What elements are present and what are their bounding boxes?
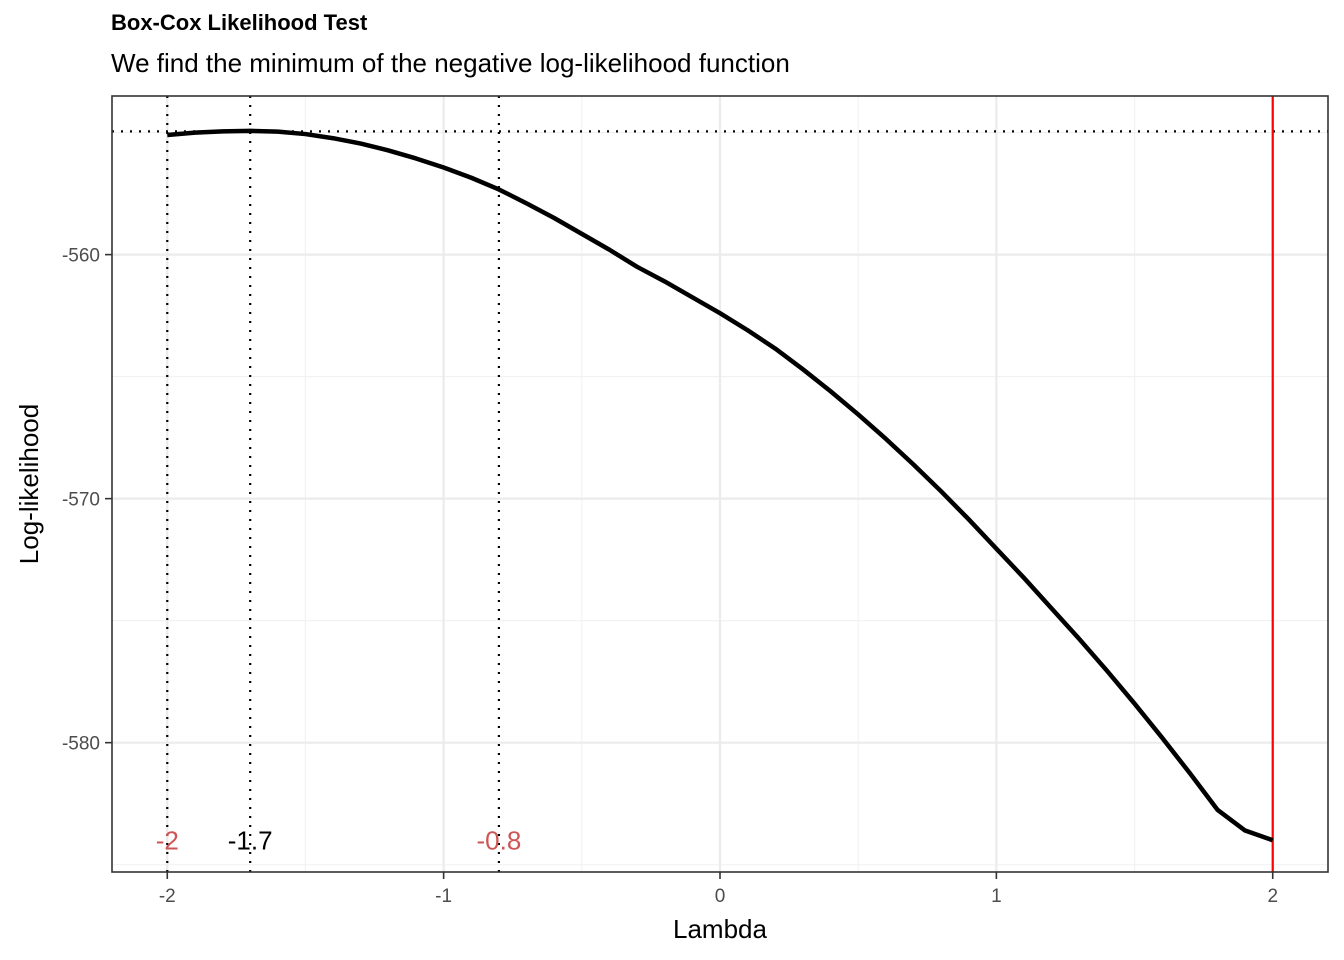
chart-title: Box-Cox Likelihood Test: [111, 10, 368, 35]
y-tick-label: -580: [62, 734, 100, 755]
y-tick-label: -560: [62, 246, 100, 267]
lambda-annotation-label: -1.7: [228, 825, 273, 855]
x-axis-title: Lambda: [673, 914, 767, 944]
lambda-annotation-label: -2: [156, 825, 179, 855]
x-tick-label: -1: [435, 886, 452, 907]
reference-lines: [112, 96, 1328, 872]
lambda-annotation-label: -0.8: [477, 825, 522, 855]
y-tick-label: -570: [62, 490, 100, 511]
x-tick-label: -2: [159, 886, 176, 907]
x-tick-label: 2: [1267, 886, 1278, 907]
chart-subtitle: We find the minimum of the negative log-…: [111, 48, 790, 78]
major-grid: [112, 96, 1328, 872]
x-tick-label: 1: [991, 886, 1002, 907]
series-group: [167, 128, 1274, 843]
y-axis: -560 -570 -580: [62, 246, 112, 755]
x-tick-label: 0: [715, 886, 726, 907]
x-axis: -2 -1 0 1 2: [159, 872, 1278, 907]
series-line: [167, 128, 1274, 843]
y-axis-title: Log-likelihood: [14, 404, 44, 564]
annotations-group: -2 -1.7 -0.8: [156, 825, 522, 855]
